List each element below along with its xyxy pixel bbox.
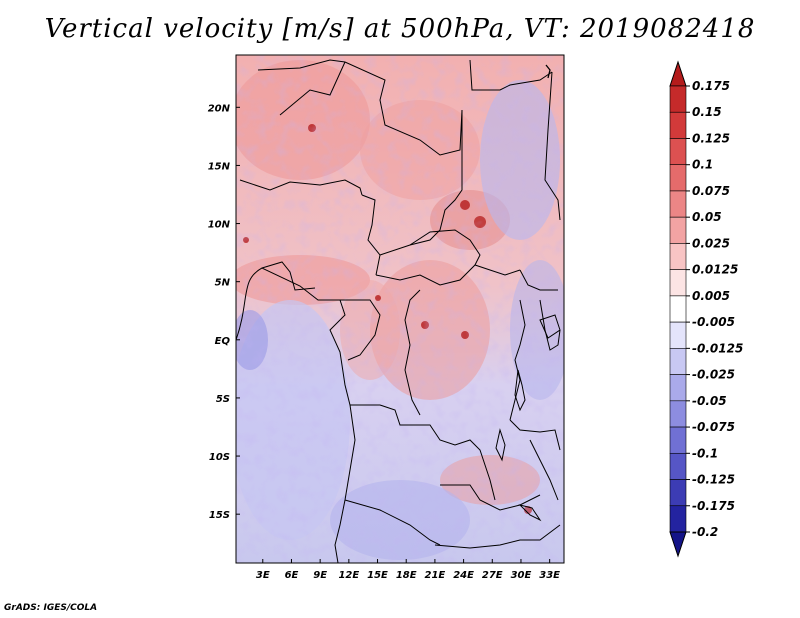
- credit-text: GrADS: IGES/COLA: [4, 603, 98, 613]
- colorbar-label: 0.125: [692, 131, 730, 145]
- lon-tick-label: 18E: [396, 570, 417, 581]
- colorbar-label: -0.0125: [692, 341, 743, 355]
- colorbar-label: 0.1: [692, 158, 713, 172]
- colorbar-segment: [669, 216, 687, 244]
- colorbar-label: 0.025: [692, 236, 730, 250]
- lon-tick-label: 24E: [453, 570, 474, 581]
- lon-tick-label: 33E: [539, 570, 560, 581]
- colorbar-segment: [669, 85, 687, 113]
- colorbar-label: 0.005: [692, 289, 730, 303]
- colorbar-segment: [669, 479, 687, 507]
- colorbar-label: -0.1: [692, 446, 718, 460]
- lat-tick-label: 5S: [216, 394, 230, 405]
- colorbar-segment: [669, 111, 687, 139]
- lat-tick-label: 5N: [215, 278, 231, 289]
- colorbar-label: -0.005: [692, 315, 735, 329]
- lat-tick-label: 20N: [208, 103, 231, 114]
- colorbar-segment: [669, 295, 687, 323]
- lat-tick-label: 15S: [209, 510, 230, 521]
- colorbar-segment: [669, 400, 687, 428]
- colorbar-label: -0.125: [692, 473, 735, 487]
- colorbar-segment: [669, 348, 687, 375]
- lon-tick-label: 12E: [338, 570, 359, 581]
- colorbar-segment: [669, 321, 687, 349]
- lon-tick-label: 6E: [285, 570, 299, 581]
- colorbar-segment: [669, 426, 687, 454]
- lon-tick-label: 15E: [367, 570, 388, 581]
- lat-tick-label: 15N: [208, 161, 231, 172]
- colorbar-label: -0.075: [692, 420, 735, 434]
- lon-tick-label: 21E: [425, 570, 446, 581]
- lat-tick-label: 10N: [208, 220, 231, 231]
- colorbar-segment: [669, 243, 687, 270]
- colorbar-top-arrow: [669, 60, 687, 87]
- colorbar-segment: [669, 138, 687, 166]
- map-frame: [235, 54, 565, 564]
- colorbar-label: 0.075: [692, 184, 730, 198]
- colorbar-segment: [669, 190, 687, 218]
- lon-tick-label: 27E: [482, 570, 503, 581]
- colorbar-label: -0.175: [692, 499, 735, 513]
- colorbar-label: -0.025: [692, 368, 735, 382]
- lon-tick-label: 30E: [511, 570, 532, 581]
- colorbar-label: 0.15: [692, 105, 722, 119]
- lat-tick-label: EQ: [215, 336, 231, 347]
- colorbar-label: -0.2: [692, 525, 718, 539]
- colorbar: 0.175 0.15 0.125 0.1 0.075 0.05 0.025 0.0125 0.0…: [669, 60, 743, 558]
- colorbar-label: 0.05: [692, 210, 722, 224]
- colorbar-segment: [669, 505, 687, 533]
- lon-tick-label: 3E: [256, 570, 270, 581]
- colorbar-segment: [669, 164, 687, 192]
- lon-tick-label: 9E: [313, 570, 327, 581]
- lat-tick-label: 10S: [209, 452, 230, 463]
- longitude-axis: 3E 6E 9E 12E 15E 18E 21E 24E 27E 30E 33E: [256, 559, 560, 581]
- chart-title: Vertical velocity [m/s] at 500hPa, VT: 2…: [44, 14, 756, 44]
- lakes: [495, 64, 561, 522]
- colorbar-segment: [669, 269, 687, 297]
- colorbar-bottom-arrow: [669, 531, 687, 558]
- country-borders: [236, 59, 561, 563]
- colorbar-label: 0.175: [692, 79, 730, 93]
- colorbar-label: 0.0125: [692, 263, 738, 277]
- colorbar-label: -0.05: [692, 394, 727, 408]
- map-panel: [236, 55, 564, 563]
- colorbar-segment: [669, 374, 687, 402]
- colorbar-segment: [669, 452, 687, 480]
- latitude-axis: 20N 15N 10N 5N EQ 5S 10S 15S: [208, 103, 240, 521]
